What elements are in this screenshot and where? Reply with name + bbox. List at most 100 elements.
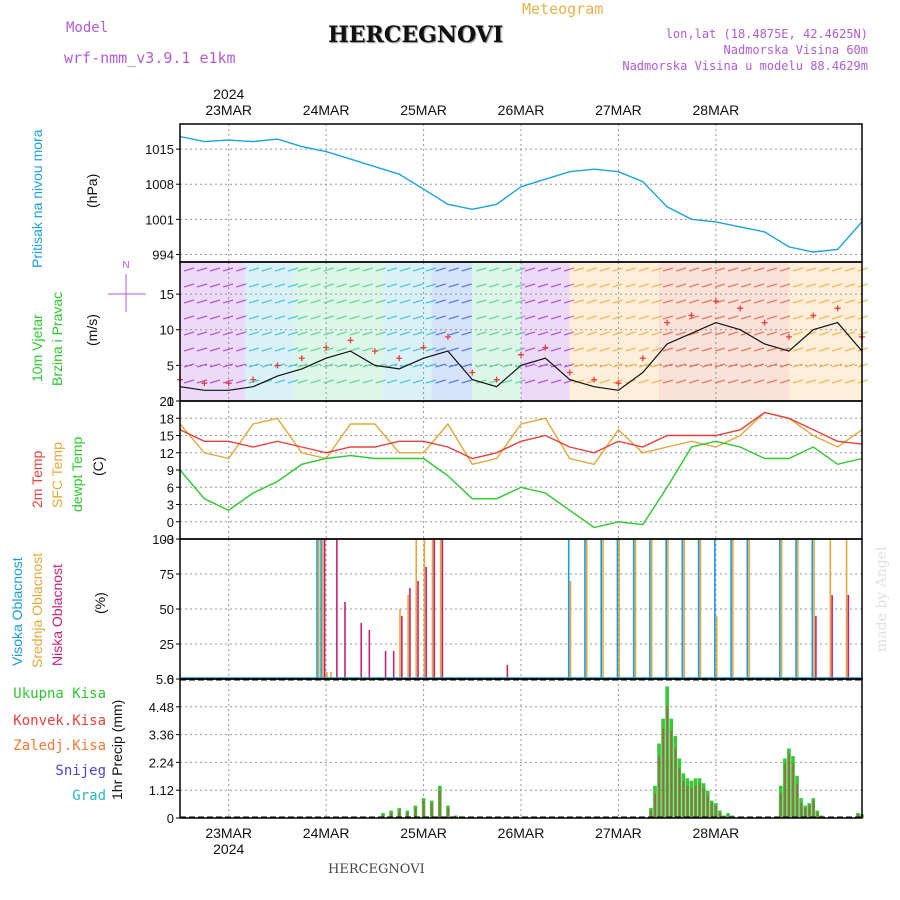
wind-arrow: [196, 299, 208, 304]
wind-arrow: [766, 379, 778, 384]
wind-arrow: [448, 347, 459, 352]
wind-arrow: [753, 283, 765, 288]
wind-arrow: [336, 299, 347, 304]
wind-arrow: [502, 331, 513, 336]
wind-arrow: [805, 283, 817, 288]
cloud-bar-low: [344, 602, 346, 679]
y-tick-label: 100: [152, 532, 174, 547]
wind-arrow: [183, 283, 195, 288]
wind-arrow: [287, 283, 299, 288]
precip-convective-bar: [808, 805, 811, 818]
wind-arrow: [235, 283, 247, 288]
wind-arrow: [524, 379, 536, 384]
wind-arrow: [688, 379, 700, 384]
precip-convective-bar: [694, 785, 697, 818]
wind-arrow: [222, 379, 234, 384]
wind-arrow: [235, 331, 247, 336]
cloud-bar-mid: [845, 539, 848, 679]
wind-arrow: [831, 331, 843, 336]
wind-arrow: [844, 315, 856, 320]
wind-arrow: [425, 267, 437, 272]
cloud-bar-low: [368, 630, 371, 679]
wind-arrow: [550, 315, 562, 320]
wind-gust-marker: [664, 319, 671, 326]
wind-arrow: [323, 267, 334, 272]
sfc-axis-title: SFC Temp: [49, 442, 65, 508]
wind-arrow: [573, 331, 584, 336]
wind-arrow: [248, 283, 260, 288]
cloud-bar-high: [584, 539, 586, 679]
model-name: wrf-nmm_v3.9.1 e1km: [64, 49, 236, 67]
wind-arrow: [792, 363, 804, 368]
cloud-bar-high: [665, 539, 667, 679]
wind-arrow: [297, 347, 308, 352]
cloud-bar-low: [433, 539, 436, 679]
precip-convective-bar: [682, 780, 685, 818]
precip-convective-bar: [406, 813, 409, 818]
wind-arrow: [727, 347, 739, 352]
wind-arrow: [550, 331, 562, 336]
wind-arrow: [425, 331, 437, 336]
wind-arrow: [399, 267, 411, 272]
cloud-bar-high: [320, 539, 322, 679]
wind-arrow: [651, 363, 662, 368]
wind-arrow: [435, 267, 446, 272]
wind-axis-subtitle: Brzina i Pravac: [49, 292, 65, 386]
wind-arrow: [448, 267, 459, 272]
wind-arrow: [831, 363, 843, 368]
wind-arrow: [412, 379, 424, 384]
wind-arrow: [818, 363, 830, 368]
wind-arrow: [489, 331, 500, 336]
wind-arrow: [805, 267, 817, 272]
wind-band: [788, 262, 862, 401]
pressure-unit-label: (hPa): [84, 174, 100, 208]
day-label-top: 27MAR: [595, 102, 642, 118]
cloud-bar-low: [847, 595, 850, 679]
wind-arrow: [586, 267, 597, 272]
wind-arrow: [336, 347, 347, 352]
wind-gust-marker: [420, 344, 427, 351]
wind-arrow: [399, 315, 411, 320]
wind-arrow: [196, 347, 208, 352]
y-tick-label: 15: [160, 287, 174, 302]
wind-arrow: [766, 331, 778, 336]
cloud-bar-mid: [407, 595, 409, 679]
t2m-line: [179, 411, 863, 460]
y-tick-label: 12: [160, 446, 174, 461]
cloud-bar-high: [681, 539, 684, 679]
precip-legend-item: Zaledj.Kisa: [13, 738, 106, 754]
panel-frame-precip: [179, 678, 863, 819]
cloud-bar-mid: [318, 539, 320, 679]
cloud-bar-mid: [618, 539, 621, 679]
wind-arrow: [573, 379, 584, 384]
precip-convective-bar: [804, 808, 807, 818]
day-label-top: 26MAR: [498, 102, 545, 118]
day-label-bottom: 28MAR: [693, 825, 740, 841]
wind-arrow: [399, 347, 411, 352]
high-cloud-axis-title: Visoka Oblacnost: [9, 557, 25, 666]
wind-arrow: [740, 267, 752, 272]
wind-arrow: [362, 299, 373, 304]
precip-convective-bar: [812, 800, 815, 818]
wind-arrow: [375, 331, 386, 336]
wind-arrow: [701, 331, 713, 336]
wind-arrow: [688, 331, 700, 336]
wind-arrow: [688, 267, 700, 272]
wind-gust-marker: [639, 355, 646, 362]
wind-arrow: [310, 363, 321, 368]
wind-arrow: [336, 315, 347, 320]
wind-arrow: [362, 347, 373, 352]
wind-shading-layer: [180, 262, 869, 401]
wind-arrow: [688, 315, 700, 320]
cloud-bar-high: [316, 539, 318, 679]
wind-arrow: [688, 347, 700, 352]
wind-arrow: [287, 363, 299, 368]
wind-arrow: [425, 283, 437, 288]
wind-arrow: [461, 331, 472, 336]
precip-convective-bar: [715, 805, 717, 818]
wind-arrow: [412, 267, 424, 272]
wind-arrow: [196, 267, 208, 272]
y-tick-label: 0: [167, 515, 174, 530]
precip-convective-bar: [666, 706, 669, 818]
